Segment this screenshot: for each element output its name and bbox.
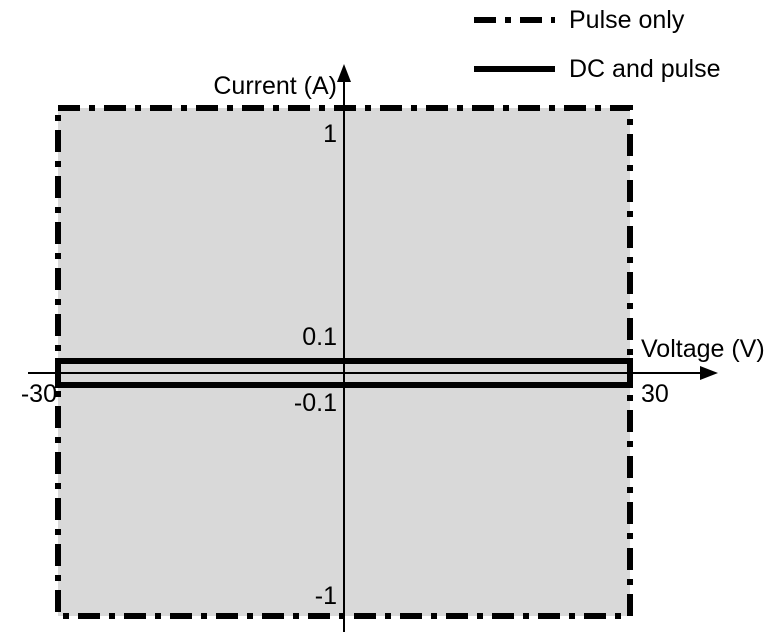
current-axis-label: Current (A) (213, 72, 337, 100)
legend-pulse-only-label: Pulse only (569, 6, 685, 34)
tick-label-current-small-max: 0.1 (302, 323, 337, 351)
current-axis-arrowhead (337, 64, 351, 82)
tick-label-current-small-min: -0.1 (294, 389, 337, 417)
tick-label-voltage-max: 30 (641, 380, 669, 408)
tick-label-current-max: 1 (323, 120, 337, 148)
legend: Pulse only DC and pulse (474, 6, 720, 83)
voltage-axis-label: Voltage (V) (641, 335, 765, 363)
tick-label-current-min: -1 (315, 582, 337, 610)
tick-label-voltage-min: -30 (21, 380, 57, 408)
voltage-axis-arrowhead (700, 366, 718, 380)
legend-dc-and-pulse-label: DC and pulse (569, 55, 720, 83)
